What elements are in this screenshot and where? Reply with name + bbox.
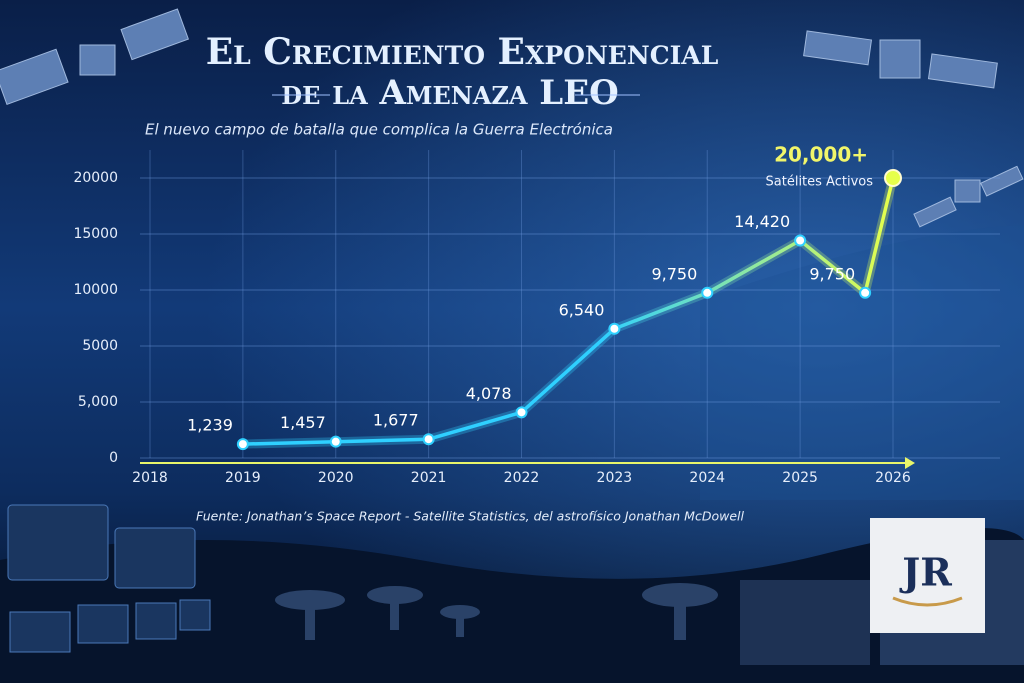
data-point [884,169,902,187]
x-tick-label: 2023 [597,470,633,486]
x-tick-label: 2022 [504,470,540,486]
subtitle: El nuevo campo de batalla que complica l… [145,121,613,139]
y-tick-label: 5000 [82,338,118,354]
title: de la Amenaza LEO [281,73,619,113]
logo-box [870,518,985,633]
plot: 0 5,000 5000 10000 15000 20000 2018 2019 2020 202… [73,143,1000,486]
data-label: 1,239 [187,416,233,435]
data-label: 1,677 [373,411,419,430]
x-tick-label: 2024 [689,470,725,486]
x-tick-label: 2019 [225,470,261,486]
title-block: El Crecimiento Exponencial de la Amenaza… [145,31,719,139]
satellites [0,8,1024,228]
x-axis-arrow [905,457,915,469]
data-point [236,438,249,451]
data-label: 6,540 [559,300,605,319]
y-tick-label: 5,000 [78,394,118,410]
data-point [794,234,807,247]
data-point [515,406,528,419]
data-label: 9,750 [809,264,855,283]
source: Fuente: Jonathan’s Space Report - Satell… [196,509,744,524]
title: El Crecimiento Exponencial [206,31,719,73]
y-tick-label: 10000 [73,282,118,298]
data-label: 4,078 [466,384,512,403]
y-tick-label: 0 [109,450,118,466]
annotation: Satélites Activos [766,175,874,190]
data-point [422,433,435,446]
data-point [701,286,714,299]
y-tick-label: 20000 [73,170,118,186]
data-label: 1,457 [280,413,326,432]
x-tick-label: 2021 [411,470,447,486]
y-tick-label: 15000 [73,226,118,242]
data-label: 20,000+ [774,143,868,167]
data-point [859,286,872,299]
x-tick-label: 2026 [875,470,911,486]
data-point [608,322,621,335]
data-label: 9,750 [651,264,697,283]
data-label: 14,420 [734,212,790,231]
x-tick-label: 2025 [782,470,818,486]
logo-swoosh [892,596,963,607]
x-tick-label: 2018 [132,470,168,486]
x-tick-label: 2020 [318,470,354,486]
earth-horizon [700,225,1024,500]
data-point [329,435,342,448]
logo: JR [899,550,952,595]
control-room [7,504,211,653]
